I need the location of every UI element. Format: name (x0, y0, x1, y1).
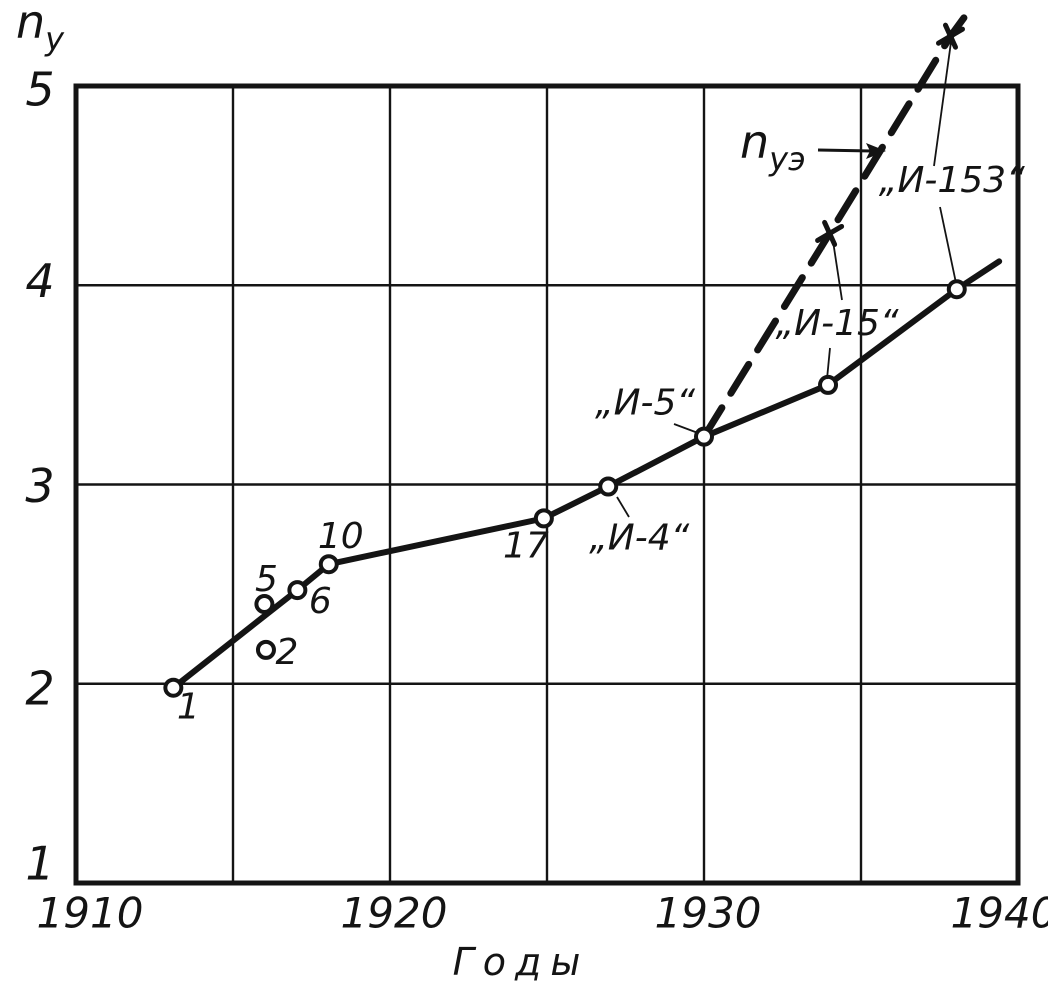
callout-line (832, 240, 843, 301)
data-point-„И-153“ (946, 279, 967, 300)
gridlines (74, 84, 1020, 885)
point-label-2: 2 (276, 632, 299, 673)
nye-annotation-label: nуэ (740, 115, 806, 178)
series-points-nye-envelope (815, 22, 965, 247)
data-point-„И-4“ (598, 476, 619, 497)
x-tick-1910: 1910 (37, 889, 144, 938)
y-axis-tick-labels: 5 4 3 2 1 (25, 63, 54, 891)
point-label-„И-153“: „И-153“ (879, 160, 1025, 201)
point-label-1: 1 (177, 687, 200, 728)
point-label-„И-4“: „И-4“ (589, 517, 689, 558)
nye-annotation-arrow-line (817, 148, 873, 153)
nye-annotation: nуэ (740, 115, 886, 178)
series-points-off-line-points: 52 (254, 559, 299, 673)
data-point-5 (254, 594, 275, 615)
data-point-„И-15“ (818, 374, 839, 395)
x-axis-title: Годы (453, 940, 590, 984)
data-point-1 (163, 677, 184, 698)
x-tick-1920: 1920 (341, 889, 448, 938)
series-points-ny-serial: 1 6 10 17 „И-4“ „И-5“ „И-15“ „И-153“ (163, 41, 1025, 728)
point-label-„И-5“: „И-5“ (595, 383, 695, 424)
nye-annotation-arrowhead (866, 143, 886, 159)
data-point-10 (318, 554, 339, 575)
callout-line (826, 347, 831, 380)
y-tick-4: 4 (25, 254, 54, 308)
y-tick-5: 5 (25, 63, 54, 117)
series-line-nye-envelope (700, 4, 975, 441)
data-point-6 (287, 580, 308, 601)
point-label-10: 10 (318, 516, 364, 557)
data-point-„И-5“ (694, 426, 714, 447)
y-axis-title: nу (16, 0, 65, 58)
callout-line (616, 496, 630, 518)
callout-line (673, 423, 699, 434)
data-point-17 (533, 508, 554, 529)
data-point-2 (255, 639, 276, 660)
point-label-„И-15“: „И-15“ (776, 303, 899, 344)
x-axis-tick-labels: 1910 1920 1930 1940 (37, 889, 1048, 938)
y-tick-1: 1 (25, 837, 54, 891)
callout-line (939, 206, 957, 284)
point-label-5: 5 (255, 559, 278, 600)
callout-line (933, 41, 952, 167)
y-tick-3: 3 (25, 459, 54, 513)
point-label-17: 17 (503, 525, 549, 566)
y-tick-2: 2 (25, 661, 54, 715)
point-label-6: 6 (309, 581, 332, 622)
x-marker (822, 219, 838, 247)
x-marker (942, 22, 958, 50)
x-tick-1940: 1940 (951, 889, 1048, 938)
plot-border (73, 83, 1021, 886)
x-tick-1930: 1930 (655, 889, 762, 938)
